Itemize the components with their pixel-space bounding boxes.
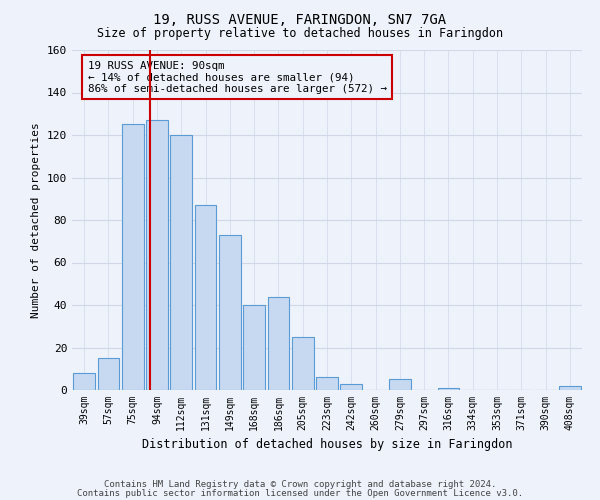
Bar	[219, 235, 241, 390]
Bar	[340, 384, 362, 390]
Bar	[268, 296, 289, 390]
Text: Contains public sector information licensed under the Open Government Licence v3: Contains public sector information licen…	[77, 489, 523, 498]
Text: 19, RUSS AVENUE, FARINGDON, SN7 7GA: 19, RUSS AVENUE, FARINGDON, SN7 7GA	[154, 12, 446, 26]
Bar	[559, 386, 581, 390]
Bar	[389, 380, 411, 390]
Bar	[146, 120, 168, 390]
Text: 19 RUSS AVENUE: 90sqm
← 14% of detached houses are smaller (94)
86% of semi-deta: 19 RUSS AVENUE: 90sqm ← 14% of detached …	[88, 60, 387, 94]
Bar	[73, 373, 95, 390]
Bar	[316, 378, 338, 390]
Bar	[243, 305, 265, 390]
X-axis label: Distribution of detached houses by size in Faringdon: Distribution of detached houses by size …	[142, 438, 512, 452]
Text: Size of property relative to detached houses in Faringdon: Size of property relative to detached ho…	[97, 28, 503, 40]
Text: Contains HM Land Registry data © Crown copyright and database right 2024.: Contains HM Land Registry data © Crown c…	[104, 480, 496, 489]
Bar	[437, 388, 460, 390]
Bar	[122, 124, 143, 390]
Bar	[97, 358, 119, 390]
Bar	[194, 205, 217, 390]
Y-axis label: Number of detached properties: Number of detached properties	[31, 122, 41, 318]
Bar	[170, 135, 192, 390]
Bar	[292, 337, 314, 390]
